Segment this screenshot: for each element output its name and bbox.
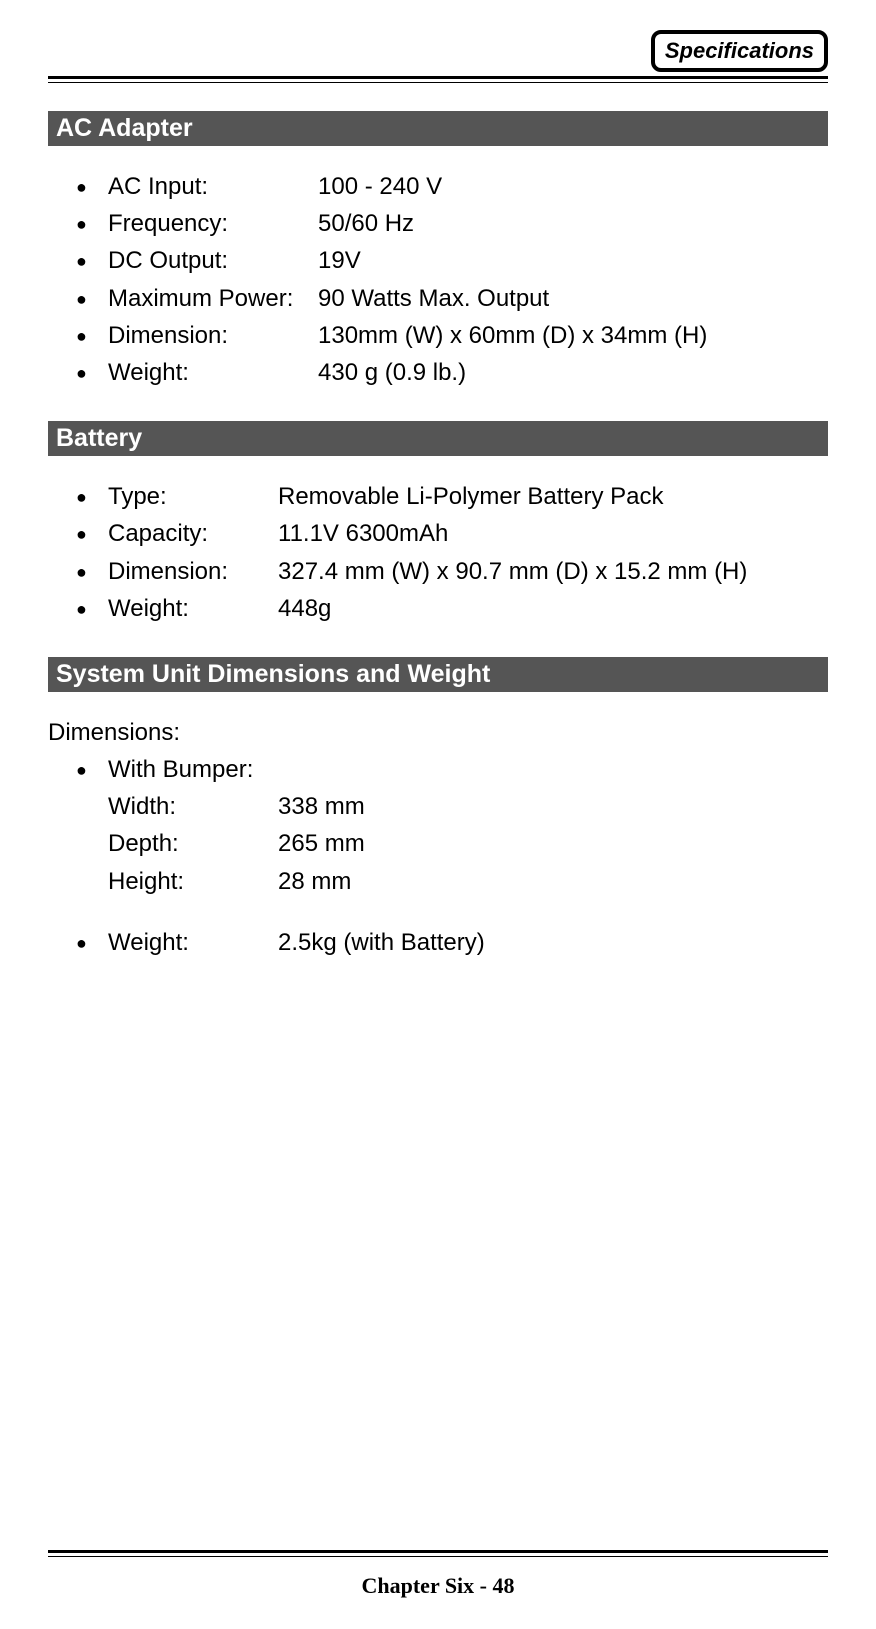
spec-value: 338 mm <box>278 788 828 825</box>
spec-value: 90 Watts Max. Output <box>318 280 828 317</box>
bullet-icon: ● <box>76 323 108 351</box>
spec-value: 130mm (W) x 60mm (D) x 34mm (H) <box>318 317 828 354</box>
spec-label: Frequency: <box>108 205 318 242</box>
bullet-icon: ● <box>76 484 108 512</box>
bullet-icon: ● <box>76 360 108 388</box>
spec-value: 430 g (0.9 lb.) <box>318 354 828 391</box>
spec-sub-row: Height: 28 mm <box>48 863 828 900</box>
section-title-battery: Battery <box>48 421 828 456</box>
spec-label: Dimension: <box>108 317 318 354</box>
bullet-icon: ● <box>76 286 108 314</box>
spec-label: Width: <box>108 788 278 825</box>
section-title-system-unit: System Unit Dimensions and Weight <box>48 657 828 692</box>
spec-value: 2.5kg (with Battery) <box>278 924 828 961</box>
spec-row: ● DC Output: 19V <box>48 242 828 279</box>
spec-label: With Bumper: <box>108 751 278 788</box>
spec-row: ● Weight: 430 g (0.9 lb.) <box>48 354 828 391</box>
spec-value: 100 - 240 V <box>318 168 828 205</box>
header-tab: Specifications <box>651 30 828 72</box>
spec-row: ● Dimension: 130mm (W) x 60mm (D) x 34mm… <box>48 317 828 354</box>
spec-value: 19V <box>318 242 828 279</box>
spec-label: Type: <box>108 478 278 515</box>
bullet-icon: ● <box>76 596 108 624</box>
spec-label: DC Output: <box>108 242 318 279</box>
spec-label: Height: <box>108 863 278 900</box>
spec-value: 50/60 Hz <box>318 205 828 242</box>
spec-row: ● Maximum Power: 90 Watts Max. Output <box>48 280 828 317</box>
bullet-icon: ● <box>76 559 108 587</box>
spec-row: ● Weight: 2.5kg (with Battery) <box>48 924 828 961</box>
spec-label: Weight: <box>108 590 278 627</box>
spec-value: 28 mm <box>278 863 828 900</box>
spec-value: 11.1V 6300mAh <box>278 515 828 552</box>
spec-row: ● AC Input: 100 - 240 V <box>48 168 828 205</box>
spec-value: 327.4 mm (W) x 90.7 mm (D) x 15.2 mm (H) <box>278 553 828 590</box>
spec-value: Removable Li-Polymer Battery Pack <box>278 478 828 515</box>
dimensions-heading: Dimensions: <box>48 714 828 751</box>
spec-row: ● Type: Removable Li-Polymer Battery Pac… <box>48 478 828 515</box>
bullet-icon: ● <box>76 248 108 276</box>
spec-value: 265 mm <box>278 825 828 862</box>
spec-label: Capacity: <box>108 515 278 552</box>
spec-row: ● With Bumper: <box>48 751 828 788</box>
bullet-icon: ● <box>76 930 108 958</box>
spec-label: Weight: <box>108 354 318 391</box>
spec-sub-row: Depth: 265 mm <box>48 825 828 862</box>
bullet-icon: ● <box>76 757 108 785</box>
spec-row: ● Weight: 448g <box>48 590 828 627</box>
spec-value: 448g <box>278 590 828 627</box>
spec-row: ● Dimension: 327.4 mm (W) x 90.7 mm (D) … <box>48 553 828 590</box>
spec-label: Maximum Power: <box>108 280 318 317</box>
spec-label: Depth: <box>108 825 278 862</box>
spec-sub-row: Width: 338 mm <box>48 788 828 825</box>
bottom-rule <box>48 1550 828 1557</box>
spec-list-system-unit: Dimensions: ● With Bumper: Width: 338 mm… <box>48 714 828 961</box>
spec-row: ● Capacity: 11.1V 6300mAh <box>48 515 828 552</box>
spec-list-ac-adapter: ● AC Input: 100 - 240 V ● Frequency: 50/… <box>48 168 828 391</box>
spec-row: ● Frequency: 50/60 Hz <box>48 205 828 242</box>
spec-label: AC Input: <box>108 168 318 205</box>
spec-label: Weight: <box>108 924 278 961</box>
bullet-icon: ● <box>76 174 108 202</box>
section-title-ac-adapter: AC Adapter <box>48 111 828 146</box>
top-rule <box>48 76 828 83</box>
bullet-icon: ● <box>76 521 108 549</box>
spec-label: Dimension: <box>108 553 278 590</box>
page-footer: Chapter Six - 48 <box>48 1573 828 1599</box>
spec-list-battery: ● Type: Removable Li-Polymer Battery Pac… <box>48 478 828 627</box>
bullet-icon: ● <box>76 211 108 239</box>
